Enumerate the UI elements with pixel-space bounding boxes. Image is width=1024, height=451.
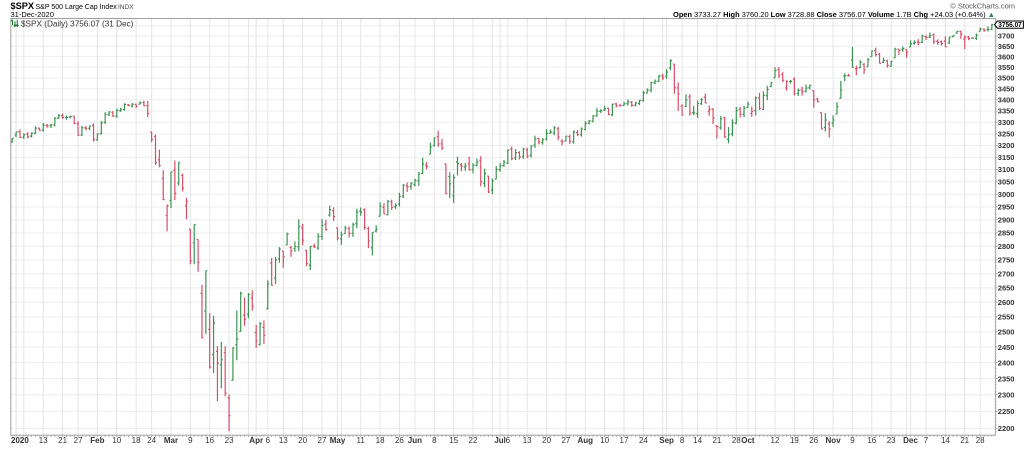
- svg-text:21: 21: [960, 436, 969, 445]
- svg-text:3550: 3550: [998, 63, 1015, 72]
- svg-text:15: 15: [449, 436, 458, 445]
- svg-text:18: 18: [376, 436, 385, 445]
- svg-text:Apr: Apr: [249, 436, 263, 445]
- svg-text:20: 20: [542, 436, 551, 445]
- svg-text:2950: 2950: [998, 203, 1015, 212]
- svg-text:8: 8: [680, 436, 685, 445]
- svg-text:2700: 2700: [998, 270, 1015, 279]
- svg-text:3250: 3250: [998, 130, 1015, 139]
- svg-text:18: 18: [132, 436, 141, 445]
- svg-text:Oct: Oct: [741, 436, 755, 445]
- svg-text:21: 21: [712, 436, 721, 445]
- svg-text:Aug: Aug: [578, 436, 594, 445]
- svg-text:2350: 2350: [998, 374, 1015, 383]
- svg-text:Dec: Dec: [903, 436, 918, 445]
- svg-text:2750: 2750: [998, 256, 1015, 265]
- svg-text:11: 11: [357, 436, 366, 445]
- svg-text:3100: 3100: [998, 165, 1015, 174]
- svg-text:2250: 2250: [998, 407, 1015, 416]
- svg-text:21: 21: [58, 436, 67, 445]
- svg-text:16: 16: [867, 436, 876, 445]
- svg-text:9: 9: [850, 436, 855, 445]
- svg-text:27: 27: [561, 436, 570, 445]
- svg-text:2600: 2600: [998, 298, 1015, 307]
- svg-text:3000: 3000: [998, 190, 1015, 199]
- svg-text:2020: 2020: [11, 436, 29, 445]
- svg-text:2200: 2200: [998, 424, 1015, 433]
- svg-text:© StockCharts.com: © StockCharts.com: [950, 1, 1015, 10]
- svg-text:3756.07: 3756.07: [998, 20, 1022, 29]
- svg-text:6: 6: [506, 436, 511, 445]
- svg-text:23: 23: [887, 436, 896, 445]
- svg-text:3650: 3650: [998, 42, 1015, 51]
- svg-text:Sep: Sep: [659, 436, 674, 445]
- svg-text:20: 20: [298, 436, 307, 445]
- svg-text:17: 17: [620, 436, 629, 445]
- svg-text:2400: 2400: [998, 358, 1015, 367]
- svg-text:Mar: Mar: [164, 436, 178, 445]
- svg-text:INDX: INDX: [118, 4, 134, 11]
- svg-text:23: 23: [225, 436, 234, 445]
- svg-text:12: 12: [771, 436, 780, 445]
- svg-text:S&P 500 Large Cap Index: S&P 500 Large Cap Index: [36, 4, 118, 11]
- svg-text:3050: 3050: [998, 178, 1015, 187]
- svg-text:2900: 2900: [998, 216, 1015, 225]
- svg-text:7: 7: [924, 436, 929, 445]
- svg-text:Jun: Jun: [408, 436, 422, 445]
- svg-text:2500: 2500: [998, 328, 1015, 337]
- svg-text:$SPX: $SPX: [11, 1, 35, 11]
- svg-text:8: 8: [432, 436, 437, 445]
- svg-text:Feb: Feb: [90, 436, 104, 445]
- svg-text:3200: 3200: [998, 141, 1015, 150]
- svg-text:2450: 2450: [998, 343, 1015, 352]
- svg-text:6: 6: [266, 436, 271, 445]
- svg-text:13: 13: [523, 436, 532, 445]
- svg-text:13: 13: [39, 436, 48, 445]
- svg-text:16: 16: [205, 436, 214, 445]
- svg-text:10: 10: [600, 436, 609, 445]
- svg-text:2550: 2550: [998, 313, 1015, 322]
- svg-text:27: 27: [74, 436, 83, 445]
- svg-text:26: 26: [395, 436, 404, 445]
- svg-text:3500: 3500: [998, 74, 1015, 83]
- svg-text:10: 10: [112, 436, 121, 445]
- svg-text:9: 9: [188, 436, 193, 445]
- svg-text:13: 13: [279, 436, 288, 445]
- svg-text:May: May: [330, 436, 346, 445]
- svg-text:2650: 2650: [998, 284, 1015, 293]
- svg-text:24: 24: [147, 436, 156, 445]
- svg-text:28: 28: [732, 436, 741, 445]
- svg-text:31-Dec-2020: 31-Dec-2020: [11, 10, 54, 19]
- svg-text:27: 27: [318, 436, 327, 445]
- svg-text:3600: 3600: [998, 52, 1015, 61]
- svg-text:Open 3733.27 High 3760.20 Lo: Open 3733.27 High 3760.20 Low 3728.88 Cl…: [673, 10, 995, 19]
- svg-text:3350: 3350: [998, 107, 1015, 116]
- svg-text:Nov: Nov: [826, 436, 842, 445]
- svg-text:2800: 2800: [998, 242, 1015, 251]
- svg-text:3150: 3150: [998, 153, 1015, 162]
- svg-text:14: 14: [941, 436, 950, 445]
- svg-text:3400: 3400: [998, 96, 1015, 105]
- svg-text:Jul: Jul: [494, 436, 506, 445]
- svg-text:$SPX (Daily) 3756.07 (31 Dec): $SPX (Daily) 3756.07 (31 Dec): [21, 19, 134, 28]
- svg-text:3700: 3700: [998, 32, 1015, 41]
- svg-text:28: 28: [976, 436, 985, 445]
- svg-text:24: 24: [639, 436, 648, 445]
- svg-text:14: 14: [693, 436, 702, 445]
- svg-text:3300: 3300: [998, 118, 1015, 127]
- svg-text:19: 19: [790, 436, 799, 445]
- svg-text:2850: 2850: [998, 229, 1015, 238]
- svg-text:3450: 3450: [998, 84, 1015, 93]
- svg-text:2300: 2300: [998, 391, 1015, 400]
- svg-text:22: 22: [469, 436, 478, 445]
- svg-text:26: 26: [809, 436, 818, 445]
